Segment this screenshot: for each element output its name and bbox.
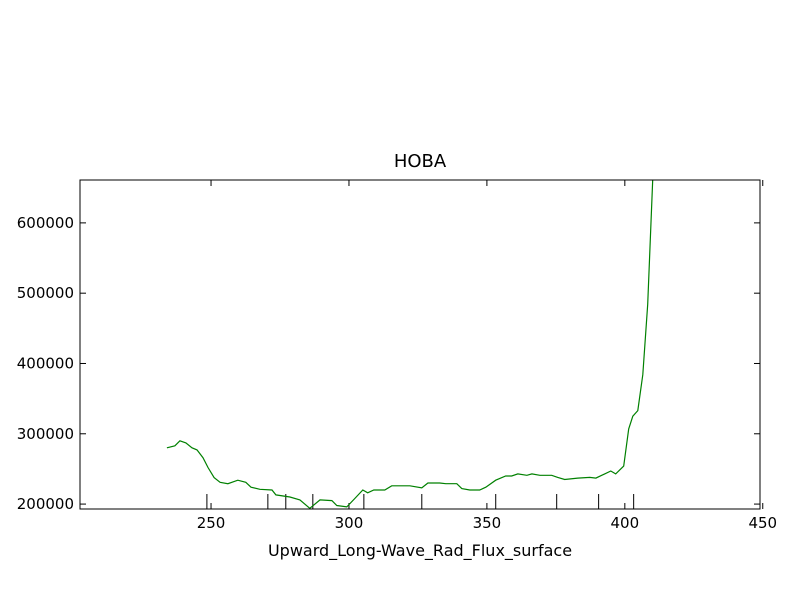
y-tick-label: 200000 — [17, 495, 74, 513]
x-tick-label: 300 — [335, 514, 364, 532]
y-tick-label: 500000 — [17, 284, 74, 302]
plot-frame — [79, 179, 761, 510]
x-axis-label: Upward_Long-Wave_Rad_Flux_surface — [268, 541, 572, 561]
y-tick-label: 400000 — [17, 354, 74, 372]
x-tick-label: 250 — [197, 514, 226, 532]
x-tick-label: 450 — [748, 514, 777, 532]
x-tick-label: 350 — [473, 514, 502, 532]
chart-title: HOBA — [394, 151, 447, 172]
line — [166, 180, 654, 509]
y-tick-label: 300000 — [17, 425, 74, 443]
x-tick-label: 400 — [611, 514, 640, 532]
y-tick-label: 600000 — [17, 214, 74, 232]
